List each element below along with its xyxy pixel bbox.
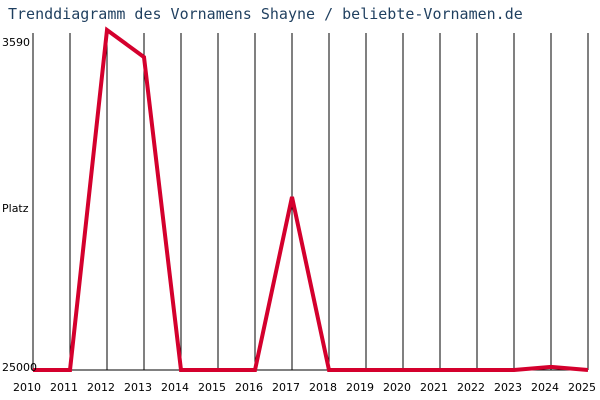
series-layer <box>33 26 589 372</box>
x-tick-label: 2011 <box>50 381 78 394</box>
y-tick-label-top: 3590 <box>2 36 30 49</box>
x-tick-label: 2018 <box>309 381 337 394</box>
y-axis-label: Platz <box>2 202 29 215</box>
x-tick-label: 2013 <box>124 381 152 394</box>
x-tick-label: 2020 <box>383 381 411 394</box>
label-layer: Platz 3590 25000 2010 2011 2012 2013 2014 201… <box>2 36 596 394</box>
x-tick-label: 2014 <box>161 381 189 394</box>
x-tick-label: 2016 <box>235 381 263 394</box>
x-tick-label: 2017 <box>272 381 300 394</box>
series-line-0 <box>33 26 589 372</box>
y-tick-label-bottom: 25000 <box>2 361 37 374</box>
x-tick-label: 2021 <box>420 381 448 394</box>
x-tick-label: 2024 <box>531 381 559 394</box>
grid-layer <box>32 33 589 371</box>
chart-title: Trenddiagramm des Vornamens Shayne / bel… <box>8 5 523 23</box>
x-tick-label: 2019 <box>346 381 374 394</box>
x-tick-label: 2010 <box>13 381 41 394</box>
x-tick-label: 2025 <box>568 381 596 394</box>
x-tick-label: 2023 <box>494 381 522 394</box>
x-tick-label: 2012 <box>87 381 115 394</box>
x-tick-label: 2015 <box>198 381 226 394</box>
x-tick-label: 2022 <box>457 381 485 394</box>
